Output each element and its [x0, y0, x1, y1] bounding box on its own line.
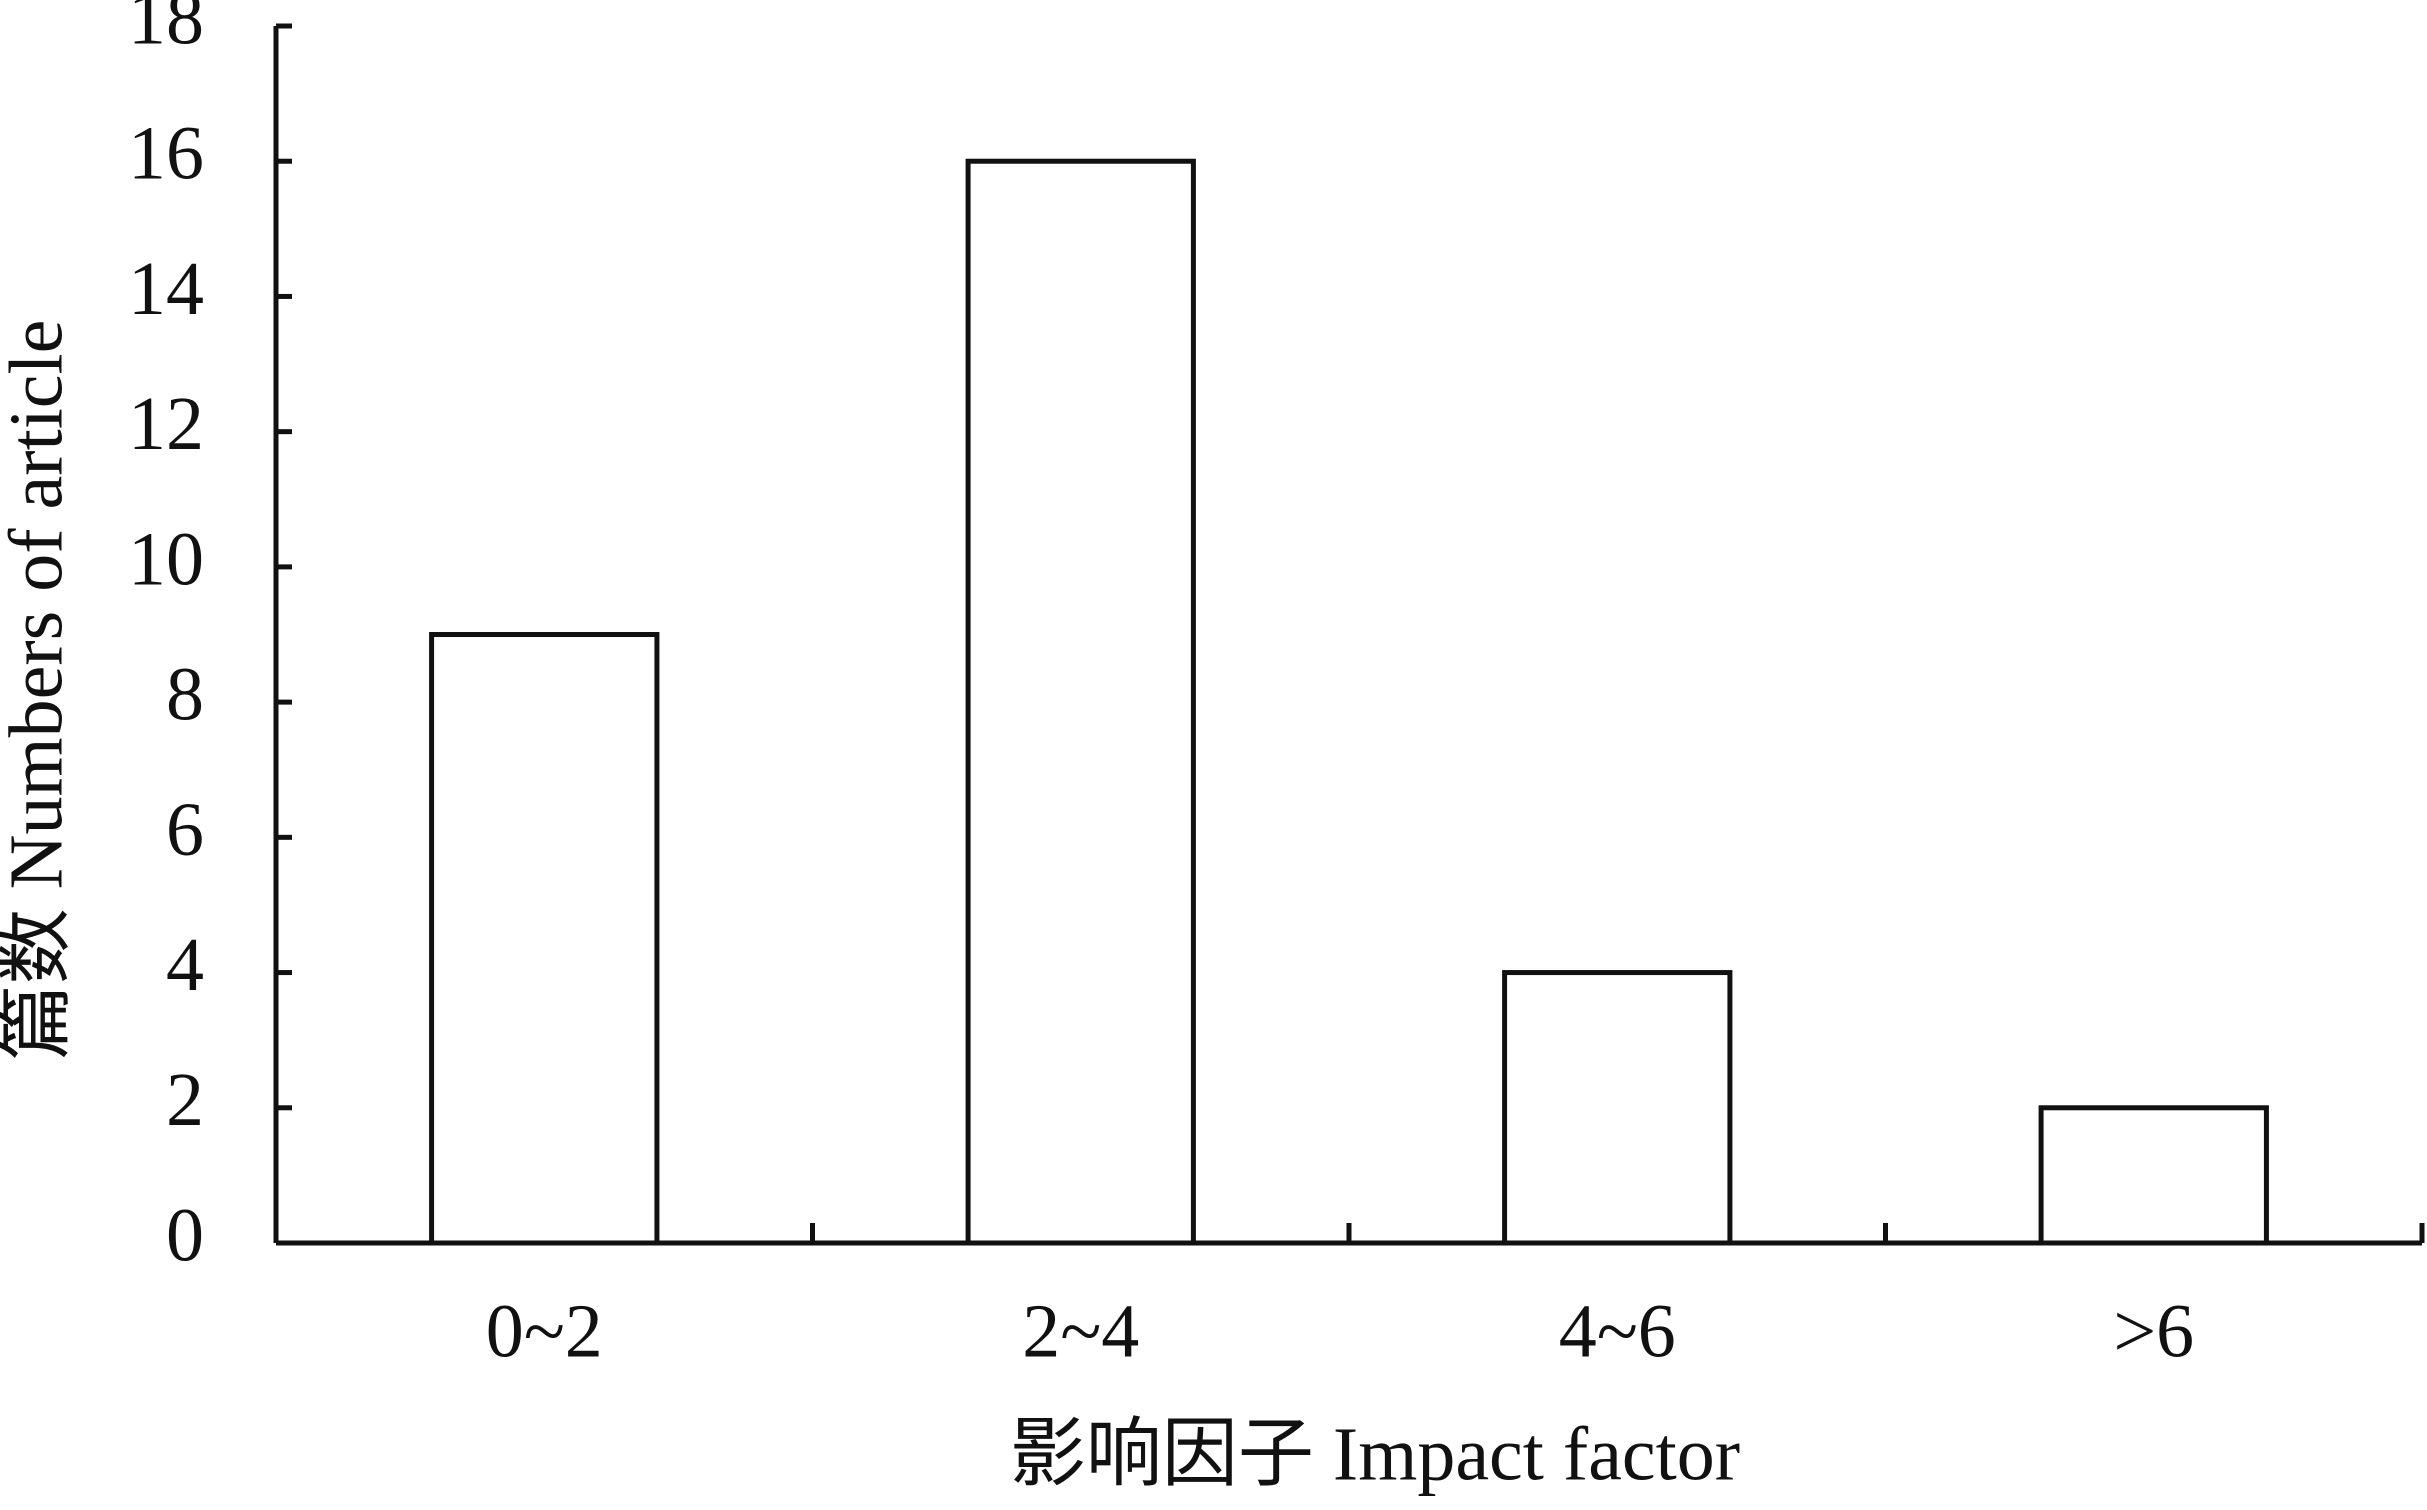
- y-tick-label: 6: [166, 788, 204, 872]
- y-tick-label: 18: [128, 0, 204, 60]
- x-axis-label: 影响因子 Impact factor: [1010, 1412, 1740, 1496]
- bar: [965, 158, 1196, 1246]
- y-tick-label: 12: [128, 382, 204, 466]
- x-tick-label: 2~4: [1022, 1289, 1139, 1373]
- bar: [429, 632, 660, 1246]
- x-tick-label: 0~2: [486, 1289, 603, 1373]
- y-tick-label: 10: [128, 517, 204, 601]
- y-tick-label: 2: [166, 1058, 204, 1142]
- bar: [2038, 1105, 2269, 1246]
- x-tick-label: >6: [2113, 1289, 2194, 1373]
- y-tick-label: 0: [166, 1193, 204, 1277]
- x-tick-label: 4~6: [1559, 1289, 1676, 1373]
- bar: [1502, 970, 1733, 1246]
- y-tick-label: 14: [128, 247, 204, 331]
- y-axis-label: 篇数 Numbers of article: [0, 320, 78, 1061]
- y-tick-label: 4: [166, 923, 204, 1007]
- y-tick-label: 8: [166, 653, 204, 737]
- y-tick-label: 16: [128, 112, 204, 196]
